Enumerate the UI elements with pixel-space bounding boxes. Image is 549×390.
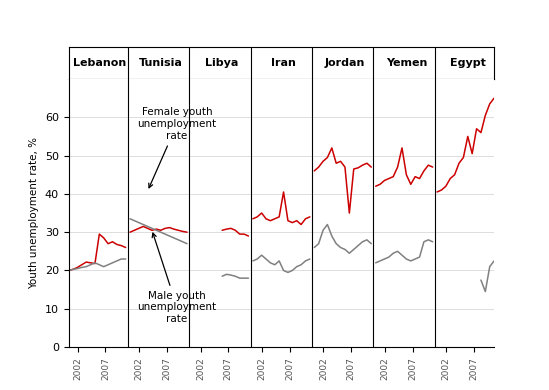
Text: Libya: Libya bbox=[205, 58, 239, 68]
Text: Female youth
unemployment
rate: Female youth unemployment rate bbox=[138, 107, 217, 188]
Text: Jordan: Jordan bbox=[325, 58, 365, 68]
Text: Tunisia: Tunisia bbox=[139, 58, 183, 68]
Text: Male youth
unemployment
rate: Male youth unemployment rate bbox=[138, 233, 217, 324]
Text: Yemen: Yemen bbox=[386, 58, 427, 68]
Y-axis label: Youth unemployment rate, %: Youth unemployment rate, % bbox=[29, 137, 39, 289]
Text: Iran: Iran bbox=[271, 58, 296, 68]
Text: Lebanon: Lebanon bbox=[72, 58, 126, 68]
Text: Egypt: Egypt bbox=[450, 58, 486, 68]
